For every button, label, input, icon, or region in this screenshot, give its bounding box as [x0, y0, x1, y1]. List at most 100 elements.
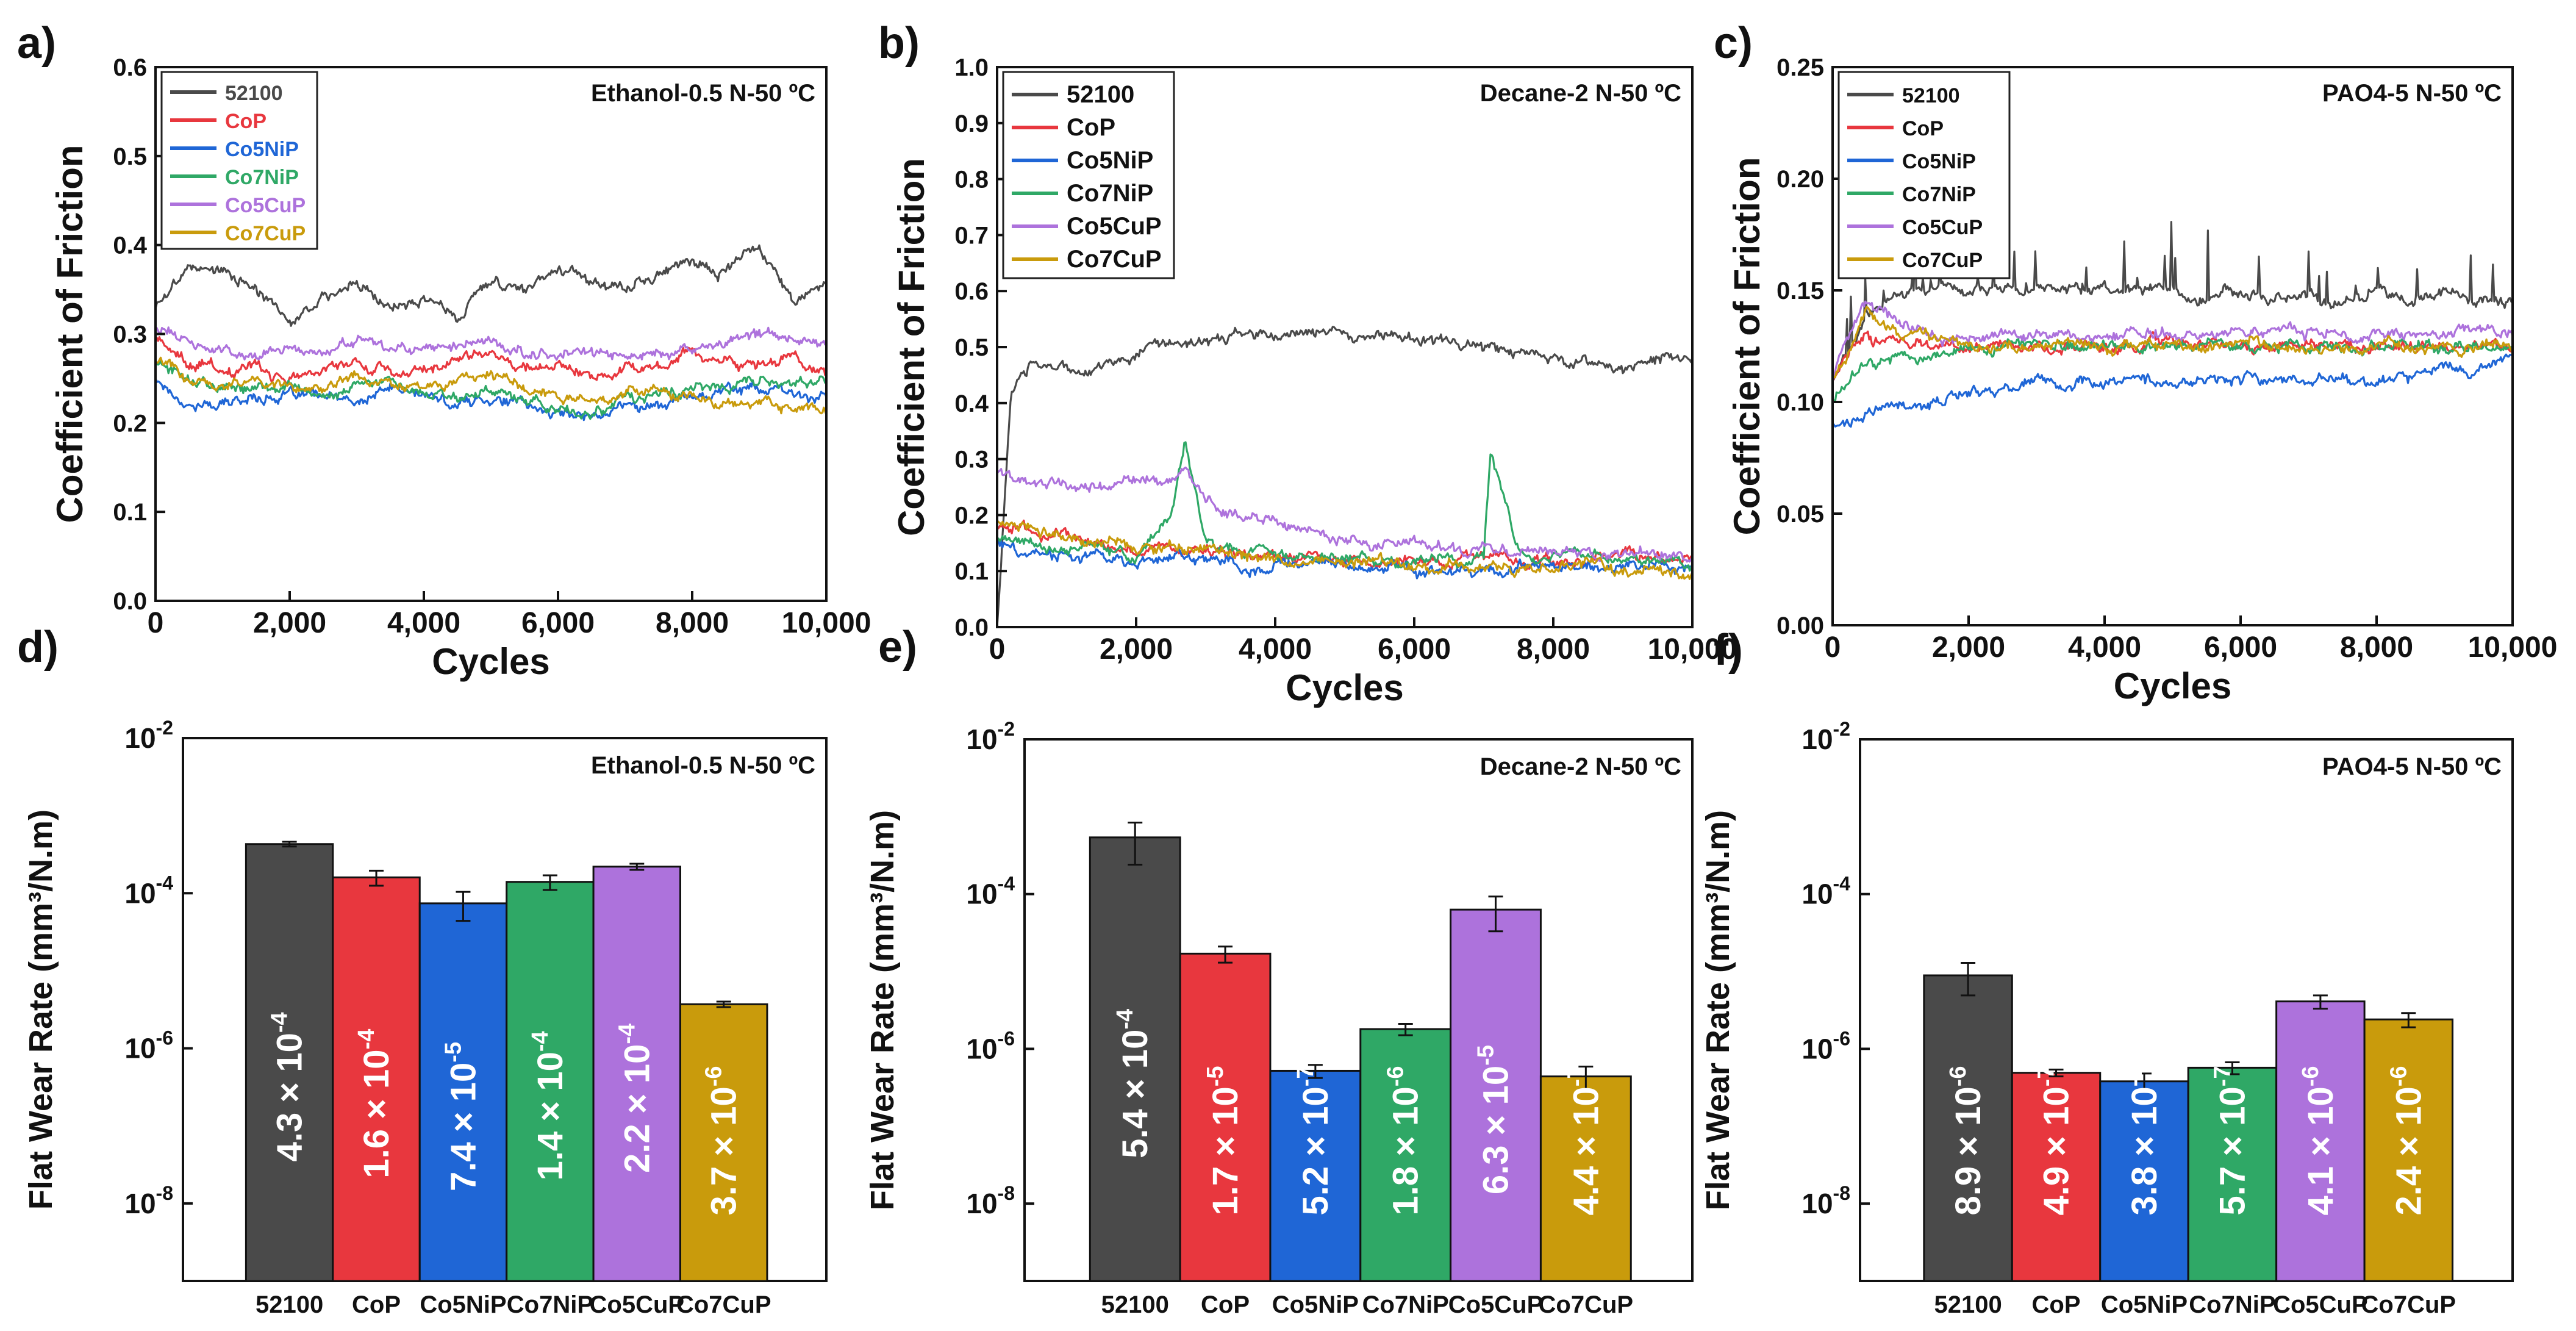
- x-tick-label: 0: [1825, 631, 1841, 664]
- series-line-Co5NiP: [154, 378, 828, 422]
- y-tick-label: 0.05: [1776, 501, 1824, 528]
- y-tick-label: 0.6: [954, 278, 989, 305]
- series-line-Co7CuP: [154, 356, 828, 415]
- y-tick-label: 10-4: [1801, 873, 1850, 910]
- plot-frame: [1831, 66, 2514, 626]
- y-tick-label: 0.00: [1776, 612, 1824, 639]
- bar-value-label-Co5NiP: 3.8 × 10-7: [2122, 1066, 2164, 1215]
- y-tick-label: 10-4: [124, 872, 173, 909]
- category-label-52100: 52100: [1934, 1291, 2002, 1318]
- y-axis-label: Coefficient of Friction: [1726, 157, 1767, 536]
- bar-value-label-CoP: 1.7 × 10-5: [1203, 1066, 1245, 1215]
- y-tick-label: 0.8: [954, 167, 989, 193]
- y-tick-label: 0.7: [954, 222, 989, 249]
- bar-value-label-Co5CuP: 4.1 × 10-6: [2298, 1066, 2341, 1215]
- y-tick-label: 10-2: [966, 718, 1015, 755]
- wear-panel-d: 10-2 10-4 10-6 10-8 4.3 × 10-4 52100 1.6 × 10-…: [17, 623, 828, 1318]
- series-line-Co5CuP: [155, 326, 827, 361]
- y-tick-label: 10-8: [124, 1182, 173, 1219]
- condition-title: Decane-2 N-50 ºC: [1480, 753, 1681, 780]
- category-label-CoP: CoP: [352, 1291, 401, 1318]
- y-axis-label: Flat Wear Rate (mm³/N.m): [23, 809, 59, 1210]
- legend-label-Co7NiP: Co7NiP: [225, 166, 299, 189]
- y-tick-label: 0.1: [113, 499, 147, 526]
- bar-value-label-Co5NiP: 5.2 × 10-7: [1293, 1066, 1336, 1215]
- y-tick-label: 0.0: [954, 614, 989, 641]
- bar-Co7CuP: [1539, 1075, 1632, 1282]
- x-tick-label: 8,000: [656, 607, 729, 639]
- x-tick-label: 0: [148, 607, 164, 639]
- bar-Co5NiP: [2099, 1080, 2189, 1282]
- legend-label-Co5CuP: Co5CuP: [225, 194, 306, 217]
- legend-label-52100: 52100: [225, 82, 283, 105]
- legend-label-CoP: CoP: [1067, 114, 1115, 141]
- x-tick-label: 2,000: [1100, 633, 1173, 666]
- panel-label: f): [1714, 626, 1743, 675]
- category-label-Co7NiP: Co7NiP: [1362, 1291, 1449, 1318]
- category-label-52100: 52100: [256, 1291, 323, 1318]
- y-tick-label: 10-2: [1801, 718, 1850, 755]
- bar-value-label-Co7CuP: 2.4 × 10-6: [2386, 1066, 2428, 1215]
- x-tick-label: 0: [989, 633, 1006, 666]
- wear-panel-f: 10-2 10-4 10-6 10-8 8.9 × 10-6 52100 4.9 × 10-…: [1700, 626, 2514, 1318]
- category-label-Co5CuP: Co5CuP: [2273, 1291, 2368, 1318]
- bar-Co5CuP: [592, 866, 682, 1282]
- series-line-CoP: [1831, 330, 2513, 382]
- panel-label: d): [17, 623, 59, 672]
- bar-value-label-CoP: 4.9 × 10-7: [2034, 1066, 2077, 1215]
- series-line-Co7NiP: [996, 441, 1694, 572]
- legend-label-Co7NiP: Co7NiP: [1067, 180, 1153, 207]
- x-tick-label: 4,000: [387, 607, 460, 639]
- x-tick-label: 6,000: [521, 607, 595, 639]
- condition-title: Decane-2 N-50 ºC: [1480, 80, 1681, 107]
- x-axis-label: Cycles: [1286, 667, 1403, 708]
- wear-panel-e: 10-2 10-4 10-6 10-8 5.4 × 10-4 52100 1.7 × 10-…: [864, 623, 1694, 1318]
- series-line-Co5NiP: [1831, 353, 2514, 428]
- y-tick-label: 0.10: [1776, 389, 1824, 416]
- category-label-Co5CuP: Co5CuP: [1448, 1291, 1544, 1318]
- y-tick-label: 1.0: [954, 54, 989, 81]
- bar-Co7NiP: [2187, 1066, 2278, 1282]
- y-tick-label: 10-8: [966, 1182, 1015, 1219]
- y-tick-label: 0.1: [954, 558, 989, 585]
- x-tick-label: 2,000: [1932, 631, 2005, 664]
- y-tick-label: 10-8: [1801, 1182, 1850, 1219]
- x-tick-label: 4,000: [2068, 631, 2141, 664]
- condition-title: Ethanol-0.5 N-50 ºC: [591, 752, 815, 779]
- y-tick-label: 10-4: [966, 873, 1015, 910]
- legend-label-CoP: CoP: [1902, 117, 1944, 140]
- x-tick-label: 6,000: [1378, 633, 1451, 666]
- series-line-Co7CuP: [1831, 306, 2514, 379]
- series-line-52100: [1832, 221, 2514, 381]
- condition-title: PAO4-5 N-50 ºC: [2322, 80, 2502, 107]
- category-label-Co7NiP: Co7NiP: [2189, 1291, 2275, 1318]
- legend-box: [1002, 71, 1175, 279]
- x-tick-label: 8,000: [1517, 633, 1590, 666]
- y-tick-label: 0.2: [113, 410, 147, 437]
- y-tick-label: 10-6: [966, 1027, 1015, 1064]
- bar-value-label-Co7CuP: 4.4 × 10-7: [1563, 1066, 1606, 1215]
- bar-value-label-Co7NiP: 5.7 × 10-7: [2209, 1066, 2252, 1215]
- series-line-52100: [996, 326, 1694, 628]
- y-tick-label: 0.25: [1776, 54, 1824, 81]
- bar-value-label-52100: 4.3 × 10-4: [267, 1012, 310, 1161]
- y-tick-label: 0.5: [954, 334, 989, 361]
- legend-label-Co5NiP: Co5NiP: [1902, 150, 1976, 173]
- legend-label-Co7CuP: Co7CuP: [1902, 249, 1983, 272]
- y-tick-label: 0.2: [954, 502, 989, 529]
- condition-title: PAO4-5 N-50 ºC: [2322, 753, 2502, 780]
- category-label-CoP: CoP: [1201, 1291, 1250, 1318]
- bar-value-label-52100: 5.4 × 10-4: [1112, 1009, 1155, 1158]
- legend-label-CoP: CoP: [225, 110, 267, 133]
- category-label-Co5NiP: Co5NiP: [2101, 1291, 2188, 1318]
- x-tick-label: 10,000: [1648, 633, 1737, 666]
- x-axis-label: Cycles: [2114, 666, 2231, 706]
- bar-CoP: [2011, 1072, 2102, 1282]
- cof-panel-c: 0.00 0.05 0.10 0.15 0.20 0.25 0 2,000 4,000 6,000…: [1714, 19, 2557, 706]
- category-label-Co5NiP: Co5NiP: [420, 1291, 506, 1318]
- legend-label-Co5NiP: Co5NiP: [225, 138, 299, 161]
- series-line-52100: [154, 244, 827, 327]
- category-label-Co5CuP: Co5CuP: [590, 1291, 685, 1318]
- condition-title: Ethanol-0.5 N-50 ºC: [591, 80, 815, 107]
- category-label-CoP: CoP: [2032, 1291, 2081, 1318]
